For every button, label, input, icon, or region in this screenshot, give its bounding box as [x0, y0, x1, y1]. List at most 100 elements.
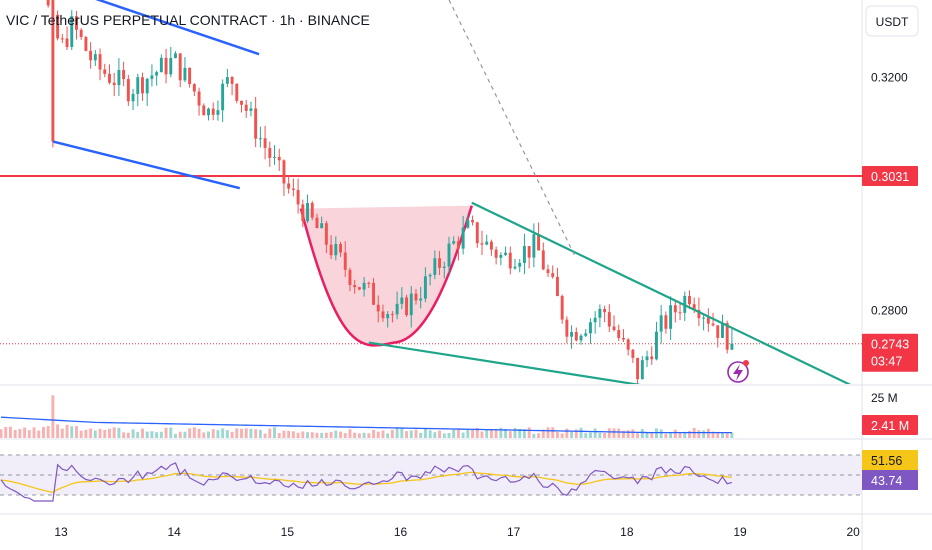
volume-bar — [588, 432, 592, 438]
volume-bar — [678, 433, 682, 438]
volume-bar — [419, 432, 423, 438]
volume-bar — [306, 432, 309, 438]
candle-body — [452, 241, 456, 244]
candle-body — [546, 269, 550, 274]
candle-body — [617, 330, 621, 339]
volume-bar — [400, 427, 404, 438]
candle-body — [310, 203, 314, 218]
volume-bar — [702, 430, 706, 438]
candle-body — [513, 266, 517, 269]
candle-body — [65, 38, 69, 47]
currency-button[interactable] — [865, 5, 919, 37]
candle-body — [112, 82, 116, 86]
candle-body — [339, 244, 342, 253]
rsi-marker-text: 43.74 — [871, 474, 902, 488]
candle-body — [93, 54, 97, 61]
volume-bar — [475, 428, 479, 438]
candle-body — [221, 83, 225, 111]
candle-body — [400, 297, 404, 304]
candle-body — [555, 276, 559, 297]
cup-curve — [299, 205, 473, 347]
candle-body — [532, 234, 536, 258]
candle-body — [367, 282, 371, 284]
volume-bar — [631, 429, 635, 438]
candle-body — [174, 53, 177, 59]
volume-bar — [471, 429, 475, 438]
candle-body — [721, 323, 724, 338]
volume-bar — [343, 433, 347, 438]
lightning-icon[interactable] — [727, 360, 749, 383]
volume-bar — [376, 431, 380, 438]
price-tick-label: 0.3200 — [871, 71, 908, 85]
candle-body — [372, 282, 375, 305]
candle-body — [664, 315, 668, 329]
volume-bar — [254, 429, 258, 438]
candle-body — [268, 148, 272, 158]
volume-bar — [409, 430, 413, 438]
volume-bar — [626, 430, 630, 438]
candle-body — [612, 326, 616, 331]
resistance-marker-text: 0.3031 — [871, 170, 909, 184]
candle-body — [659, 315, 663, 332]
volume-bar — [192, 427, 196, 438]
volume-bar — [353, 432, 357, 438]
volume-bar — [381, 430, 385, 438]
rsi-ma-line — [0, 471, 732, 493]
volume-bar — [310, 432, 314, 438]
candle-body — [277, 156, 281, 161]
candle-body — [315, 217, 319, 229]
volume-bar — [461, 432, 465, 438]
channel-upper-line — [95, 0, 260, 56]
volume-bar — [508, 431, 512, 438]
last-price-marker-text: 03:47 — [871, 355, 902, 369]
volume-bar — [570, 431, 574, 438]
candle-body — [730, 343, 734, 350]
volume-bar — [348, 429, 352, 438]
candle-body — [650, 356, 654, 360]
volume-bar — [447, 433, 451, 438]
candle-body — [46, 0, 50, 6]
volume-bar — [112, 427, 116, 438]
candle-body — [494, 249, 498, 258]
volume-bar — [291, 431, 295, 438]
candle-body — [103, 69, 107, 74]
volume-bar — [230, 431, 234, 438]
candle-body — [230, 77, 234, 84]
volume-bar — [395, 428, 399, 438]
volume-bar — [145, 431, 149, 438]
candle-body — [518, 262, 522, 267]
volume-bar — [640, 428, 644, 438]
candle-body — [131, 93, 135, 102]
volume-bar — [41, 426, 45, 438]
volume-bar — [607, 428, 611, 438]
volume-bar — [174, 433, 177, 438]
candle-body — [249, 108, 253, 111]
price-markers: 0.3031 0.2743 03:47 2.41 M 51.56 43.74 — [862, 165, 918, 490]
volume-bar — [164, 427, 168, 438]
candle-body — [353, 285, 357, 288]
volume-bar — [555, 432, 559, 438]
volume-bar — [386, 433, 390, 438]
volume-bar — [315, 432, 319, 438]
candle-body — [725, 323, 729, 350]
candle-body — [282, 160, 286, 184]
candle-body — [527, 246, 531, 258]
candle-body — [145, 78, 149, 94]
volume-bar — [579, 427, 583, 438]
volume-bar — [197, 428, 201, 438]
candle-body — [357, 287, 361, 290]
chart-title: VIC / TetherUS PERPETUAL CONTRACT · 1h ·… — [6, 12, 370, 28]
candle-body — [489, 241, 493, 250]
candle-body — [423, 276, 427, 299]
volume-bar — [60, 428, 64, 438]
candle-body — [621, 338, 625, 340]
time-tick-label: 17 — [507, 525, 521, 539]
volume-bar — [428, 430, 432, 438]
volume-bar — [329, 432, 333, 438]
candle-body — [574, 332, 578, 341]
volume-ma-line — [0, 416, 732, 434]
candle-body — [287, 183, 291, 189]
volume-bar — [603, 433, 607, 438]
